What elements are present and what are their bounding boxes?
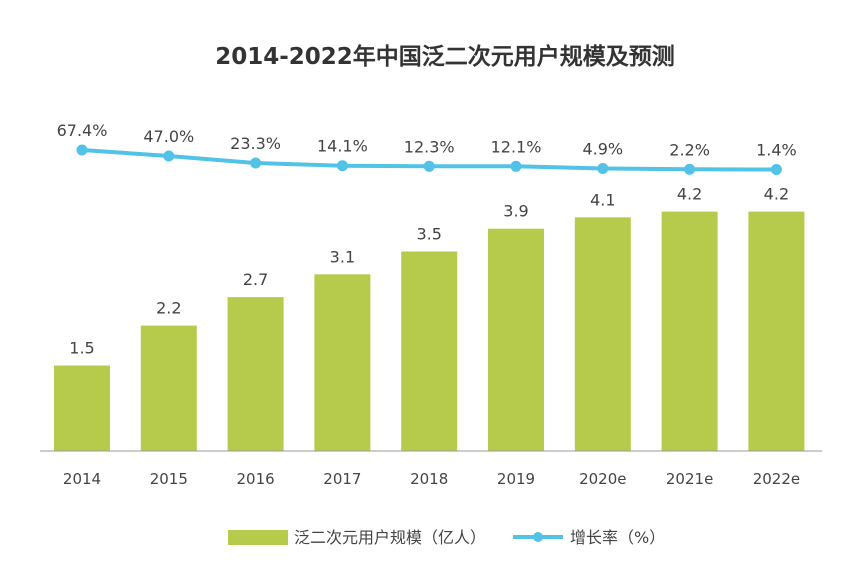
growth-rate-series: 67.4% 47.0% 23.3% 14.1% 12.3% 12.1% 4.9% 2.2% 1.…	[57, 121, 797, 175]
legend-label-growth-rate: 增长率（%）	[570, 528, 665, 547]
chart-title: 2014-2022年中国泛二次元用户规模及预测	[215, 43, 675, 70]
x-tick-label: 2022e	[753, 470, 800, 488]
x-tick-label: 2020e	[579, 470, 626, 488]
growth-rate-label: 1.4%	[756, 141, 797, 160]
growth-rate-label: 47.0%	[143, 127, 194, 146]
bar-value-label: 4.2	[764, 185, 789, 204]
growth-rate-point-2016	[250, 157, 262, 169]
bar-2022e	[748, 211, 805, 451]
bar-value-label: 4.1	[590, 190, 615, 209]
growth-rate-label: 23.3%	[230, 134, 281, 153]
x-tick-label: 2019	[497, 470, 535, 488]
x-tick-label: 2016	[237, 470, 275, 488]
bar-2019	[488, 228, 544, 451]
bar-value-label: 3.9	[503, 202, 528, 221]
growth-rate-point-2020e	[597, 163, 609, 174]
growth-rate-point-2014	[76, 144, 88, 156]
growth-rate-label: 67.4%	[57, 121, 108, 140]
x-axis-ticks: 2014 2015 2016 2017 2018 2019 2020e 2021e 2022e	[63, 470, 800, 488]
growth-rate-point-2022e	[770, 164, 782, 175]
x-tick-label: 2015	[150, 470, 188, 488]
bar-2017	[314, 274, 371, 451]
bar-2015	[140, 325, 197, 451]
legend: 泛二次元用户规模（亿人） 增长率（%）	[228, 528, 665, 547]
growth-rate-label: 14.1%	[317, 137, 368, 156]
bar-value-label: 1.5	[69, 339, 94, 358]
x-tick-label: 2018	[410, 470, 448, 488]
bar-value-label: 2.2	[156, 299, 181, 318]
growth-rate-label: 12.1%	[491, 137, 542, 156]
bar-2014	[54, 365, 110, 451]
growth-rate-point-2018	[423, 160, 435, 172]
growth-rate-point-2021e	[684, 163, 696, 175]
legend-label-users: 泛二次元用户规模（亿人）	[294, 528, 486, 547]
bar-2018	[401, 251, 458, 451]
bar-value-label: 3.1	[330, 247, 355, 266]
growth-rate-point-2017	[336, 160, 348, 172]
bar-value-label: 4.2	[677, 185, 702, 204]
legend-swatch-marker	[533, 532, 543, 542]
x-tick-label: 2014	[63, 470, 101, 488]
growth-rate-point-2015	[163, 150, 175, 162]
bar-2016	[227, 297, 284, 451]
x-tick-label: 2017	[323, 470, 361, 488]
growth-rate-label: 4.9%	[582, 140, 623, 159]
x-tick-label: 2021e	[666, 470, 713, 488]
bar-series: 1.5 2.2 2.7 3.1 3.5 3.9 4.1 4.2 4.2	[54, 185, 805, 451]
growth-rate-label: 2.2%	[669, 140, 710, 159]
bar-2021e	[661, 211, 718, 451]
growth-rate-label: 12.3%	[404, 137, 455, 156]
bar-value-label: 3.5	[416, 225, 441, 244]
bar-2020e	[574, 217, 631, 451]
growth-rate-point-2019	[510, 160, 522, 172]
bar-value-label: 2.7	[243, 270, 268, 289]
legend-swatch-bar	[228, 530, 288, 545]
